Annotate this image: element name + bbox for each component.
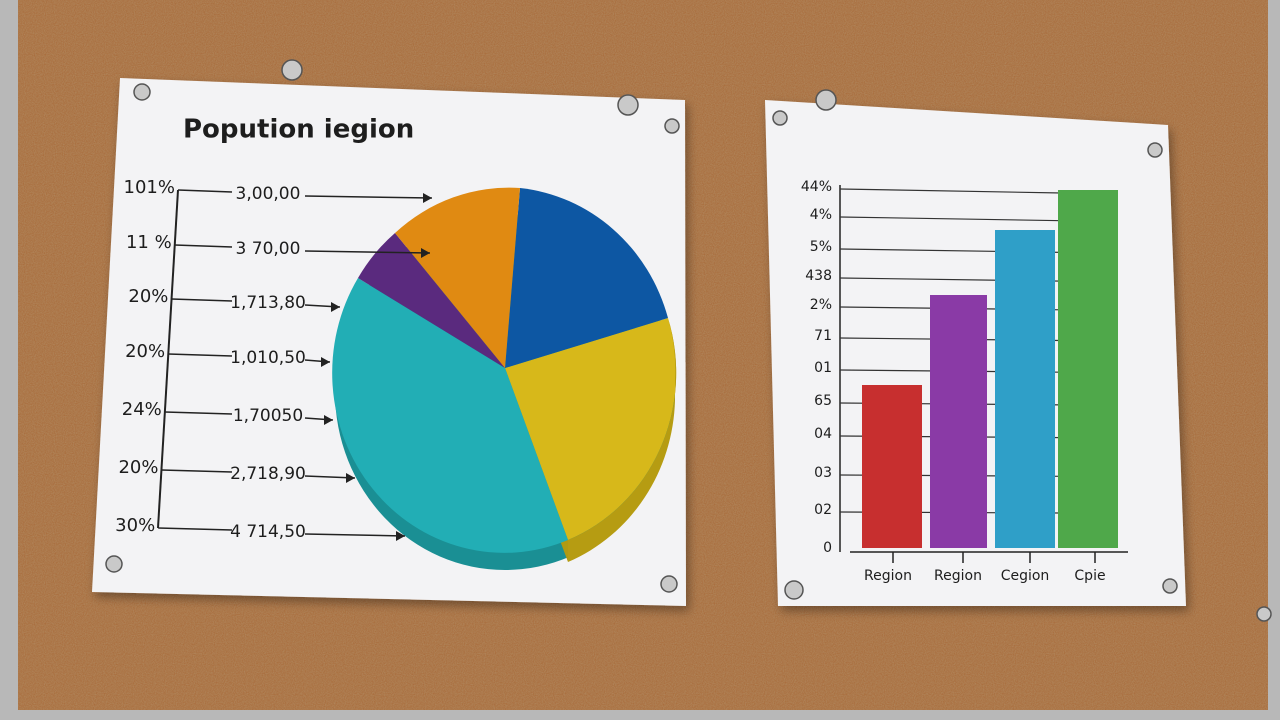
y-label: 44%	[801, 179, 832, 195]
category-label: Region	[934, 568, 982, 584]
value-label: 1,70050	[233, 406, 303, 426]
pin	[133, 83, 151, 101]
y-label: 4%	[810, 207, 832, 223]
pie-slice	[332, 278, 568, 553]
arrow-head	[423, 193, 432, 203]
bars	[862, 190, 1118, 548]
category-label: Cpie	[1074, 568, 1105, 584]
pin	[815, 89, 837, 111]
pin	[105, 555, 123, 573]
y-label: 2%	[810, 297, 832, 313]
pie-slice	[505, 318, 677, 540]
y-label: 65	[814, 393, 832, 409]
y-label: 71	[814, 328, 832, 344]
category-label: Region	[864, 568, 912, 584]
arrow-line	[304, 195, 433, 199]
pie-slice	[395, 187, 520, 368]
arrow-head	[396, 531, 405, 541]
pie-slice	[358, 233, 505, 368]
category-label: Cegion	[1001, 568, 1050, 584]
leader-line	[158, 527, 233, 531]
pin	[660, 575, 678, 593]
value-label: 4 714,50	[230, 522, 306, 542]
percent-label: 11 %	[126, 232, 172, 253]
bar	[930, 295, 987, 548]
percent-label: 30%	[115, 515, 155, 536]
pin	[772, 110, 788, 126]
pin	[617, 94, 639, 116]
arrow-line	[304, 533, 406, 537]
value-label: 1,713,80	[230, 293, 306, 313]
bar	[995, 230, 1055, 548]
pie-side	[505, 318, 677, 562]
leader-line	[174, 244, 233, 248]
pin	[281, 59, 303, 81]
leader-line	[171, 298, 233, 302]
grid-line	[839, 216, 1063, 222]
bar	[862, 385, 922, 548]
y-label: 438	[805, 268, 832, 284]
percent-label: 101%	[124, 177, 175, 198]
pin	[1147, 142, 1163, 158]
bar	[1058, 190, 1118, 548]
arrow-head	[346, 473, 355, 483]
value-label: 3,00,00	[236, 184, 301, 204]
value-label: 2,718,90	[230, 464, 306, 484]
axis-line	[157, 189, 179, 529]
pin	[1256, 606, 1272, 622]
leader-line	[177, 189, 233, 193]
arrow-head	[321, 357, 330, 367]
pin	[664, 118, 680, 134]
percent-label: 20%	[118, 457, 158, 478]
y-label: 04	[814, 426, 832, 442]
percent-label: 20%	[128, 286, 168, 307]
pins	[105, 59, 1272, 622]
value-label: 1,010,50	[230, 348, 306, 368]
leader-line	[161, 469, 233, 473]
pie-slice	[505, 188, 668, 368]
poster-title: Popution iegion	[183, 115, 414, 145]
arrow-head	[324, 415, 333, 425]
arrow-line	[304, 250, 431, 254]
arrow-head	[421, 248, 430, 258]
y-label: 03	[814, 465, 832, 481]
percent-label: 20%	[125, 341, 165, 362]
percent-label: 24%	[122, 399, 162, 420]
y-label: 01	[814, 360, 832, 376]
leader-line	[164, 411, 233, 415]
arrow-head	[331, 302, 340, 312]
right-axes	[839, 185, 1128, 553]
y-label: 5%	[810, 239, 832, 255]
y-label: 0	[823, 540, 832, 556]
y-label: 02	[814, 502, 832, 518]
pin	[784, 580, 804, 600]
pin	[1162, 578, 1178, 594]
pie	[332, 187, 677, 570]
leader-line	[168, 353, 233, 357]
value-label: 3 70,00	[236, 239, 301, 259]
grid-line	[839, 188, 1063, 194]
